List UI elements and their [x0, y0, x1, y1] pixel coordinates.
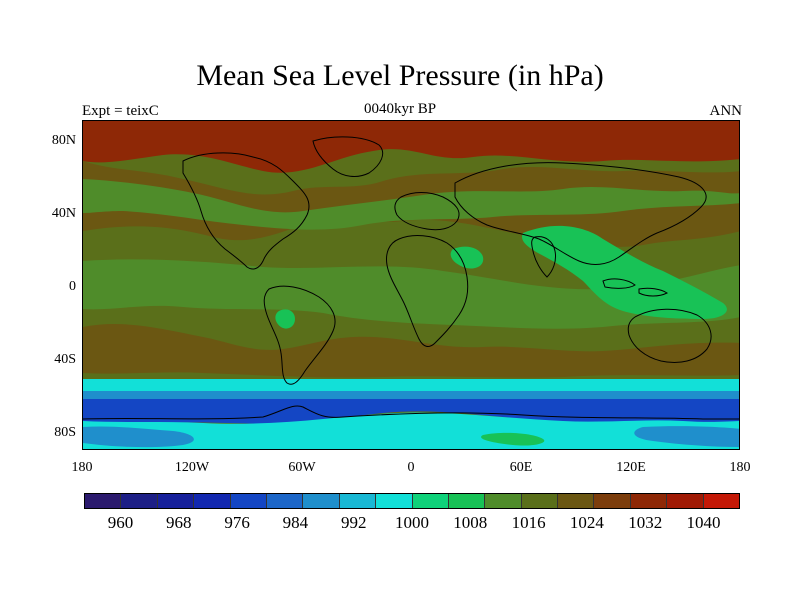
southern-ocean-cyan — [83, 379, 739, 393]
colorbar-label: 1040 — [686, 513, 721, 532]
colorbar-swatch — [630, 494, 668, 508]
arctic-high-band — [83, 121, 739, 173]
colorbar-label: 984 — [282, 513, 309, 532]
central-asia-low — [450, 246, 484, 269]
colorbar-label: 976 — [224, 513, 250, 532]
colorbar-swatch — [485, 494, 522, 508]
y-tick-label: 40S — [54, 352, 76, 367]
colorbar-swatch — [412, 494, 449, 508]
colorbar-swatch — [521, 494, 559, 508]
pressure-map — [82, 120, 740, 450]
coast-india — [531, 236, 556, 278]
colorbar-swatch — [376, 494, 413, 508]
north-green-band — [83, 179, 739, 230]
colorbar-swatch — [157, 494, 195, 508]
southern-ocean-lightblue — [83, 391, 739, 401]
colorbar-label: 1024 — [569, 513, 604, 532]
antarctic-interior — [83, 426, 194, 448]
map-title: Mean Sea Level Pressure (in hPa) — [196, 59, 604, 92]
southern-ocean-low — [83, 399, 739, 426]
colorbar-swatch — [667, 494, 704, 508]
antarctic-interior — [634, 426, 739, 447]
x-tick-label: 120W — [174, 460, 210, 475]
colorbar-swatch — [230, 494, 267, 508]
colorbar — [84, 493, 740, 509]
coast-asia — [454, 162, 707, 265]
pressure-field — [83, 121, 739, 449]
colorbar-label: 1032 — [628, 513, 663, 532]
x-tick-label: 60E — [509, 460, 533, 475]
south-high-band — [83, 324, 739, 378]
coast-south-america — [263, 285, 336, 385]
warm-pool-low — [522, 225, 727, 319]
antarctic-cyan — [83, 412, 739, 449]
colorbar-label: 968 — [166, 513, 192, 532]
time-label: 0040kyr BP — [363, 101, 437, 117]
coast-europe — [394, 192, 460, 231]
colorbar-swatch — [558, 494, 595, 508]
coast-greenland — [312, 136, 384, 177]
colorbar-label: 992 — [340, 513, 367, 532]
coast-antarctica — [83, 405, 739, 420]
colorbar-label: 1000 — [395, 513, 429, 532]
colorbar-label: 960 — [107, 513, 134, 532]
y-tick-label: 0 — [69, 279, 76, 294]
colorbar-label: 1008 — [453, 513, 488, 532]
x-tick-label: 120E — [616, 460, 646, 475]
season-label: ANN — [709, 103, 743, 119]
x-tick-label: 180 — [71, 460, 93, 475]
y-tick-label: 80N — [51, 133, 76, 148]
x-tick-label: 60W — [288, 460, 316, 475]
coast-indonesia — [602, 278, 668, 297]
y-tick-label: 40N — [51, 206, 76, 221]
colorbar-label: 1016 — [511, 513, 546, 532]
coast-africa — [386, 235, 469, 347]
colorbar-swatch — [594, 494, 631, 508]
colorbar-swatch — [448, 494, 486, 508]
amazon-low — [275, 309, 295, 329]
antarctic-interior — [481, 432, 545, 446]
colorbar-swatch — [194, 494, 231, 508]
y-tick-label: 80S — [54, 425, 76, 440]
x-tick-label: 180 — [729, 460, 751, 475]
colorbar-swatch — [266, 494, 304, 508]
colorbar-swatch — [339, 494, 377, 508]
experiment-label: Expt = teixC — [82, 103, 159, 119]
coast-north-america — [182, 152, 310, 270]
colorbar-swatch — [703, 494, 740, 508]
coastlines — [83, 136, 739, 420]
tropical-green-band — [83, 259, 739, 329]
colorbar-swatch — [303, 494, 340, 508]
x-tick-label: 0 — [407, 460, 415, 475]
colorbar-swatch — [85, 494, 122, 508]
coast-australia — [627, 308, 712, 363]
colorbar-swatch — [121, 494, 158, 508]
